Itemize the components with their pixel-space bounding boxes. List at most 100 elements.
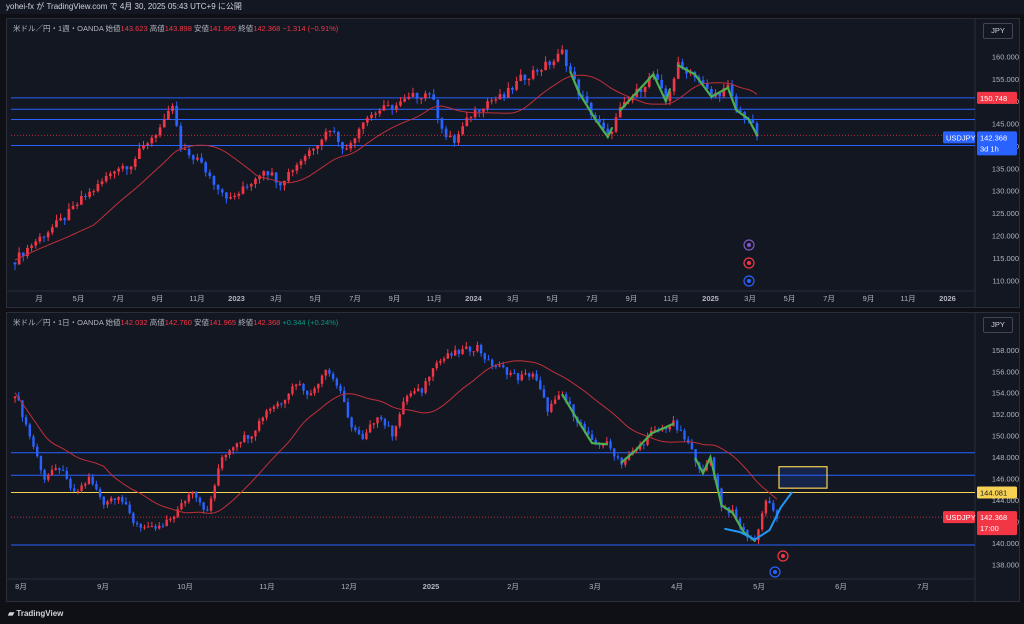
candle-body [72,488,76,492]
candle-body [581,95,585,97]
candle-body [202,502,205,510]
candle-body [587,431,590,435]
candle-body [307,150,311,157]
time-tick-label: 9月 [389,294,401,303]
symbol-tag-bg [943,131,975,144]
candle-body [681,61,684,68]
candle-body [58,468,61,471]
candle-body [614,117,618,132]
candle-body [672,78,676,92]
candle-body [79,196,83,205]
candle-body [34,241,38,246]
candle-body [228,450,231,455]
candle-body [382,105,386,111]
candle-body [546,397,549,412]
candle-body [354,427,357,431]
candle-body [139,524,142,528]
candle-body [639,88,643,92]
candle-body [287,393,290,400]
candle-body [357,430,361,434]
candle-body [200,157,203,163]
japan-flag-event-icon-dot [781,554,785,558]
candle-body [274,172,278,183]
candles-group [13,341,779,545]
price-tick-label: 158.000 [992,346,1019,355]
candle-body [560,49,564,54]
candle-body [726,84,730,89]
candle-body [564,394,568,402]
time-tick-label: 11月 [426,294,441,303]
time-tick-label: 10月 [177,582,193,591]
candle-body [246,435,250,439]
candle-body [133,158,137,167]
candle-body [88,191,91,197]
candle-body [63,218,67,221]
candle-body [378,110,382,114]
candle-body [13,396,17,399]
candle-body [552,61,556,66]
tradingview-logo[interactable]: ▰ TradingView [8,609,64,618]
time-tick-label: 月 [35,294,43,303]
weekly-chart-pane[interactable]: 米ドル／円・1週・OANDA 始値143.623 高値143.898 安値141… [6,18,1020,308]
candle-body [172,516,176,520]
candle-body [440,118,444,129]
weekly-currency-button[interactable]: JPY [983,23,1013,39]
candle-body [568,401,572,405]
candle-body [198,497,202,503]
last-price-tag-bg [977,511,1017,536]
candle-body [482,108,485,112]
candle-body [26,247,29,257]
candle-body [524,373,527,375]
candle-body [679,430,683,432]
candle-body [757,529,760,541]
candle-body [511,87,514,90]
candle-body [309,393,313,395]
candle-body [539,380,542,390]
candle-body [339,385,342,391]
time-tick-label: 3月 [270,294,282,303]
lightning-event-icon-dot [747,243,751,247]
candle-body [65,470,68,479]
daily-currency-button[interactable]: JPY [983,317,1013,333]
time-tick-label: 5月 [310,294,322,303]
publish-header: yohei-fx が TradingView.com で 4月 30, 2025… [0,0,1024,14]
candle-body [80,485,83,492]
daily-chart-pane[interactable]: 米ドル／円・1日・OANDA 始値142.032 高値142.760 安値141… [6,312,1020,602]
candle-body [553,399,557,404]
candle-body [701,80,705,84]
candle-body [473,110,477,118]
candle-body [249,184,253,187]
last-price-tag-text: 3d 1h [980,144,999,153]
candle-body [372,423,376,425]
candle-body [718,92,722,97]
candle-body [505,367,509,375]
candle-body [720,488,723,508]
candle-body [664,88,668,102]
candle-body [161,525,165,527]
time-tick-label: 5月 [784,294,796,303]
candle-body [365,432,368,440]
candle-body [498,94,502,100]
candle-body [601,445,605,447]
blue-projection-curve [724,491,793,541]
candle-body [109,498,113,502]
candle-body [32,436,35,447]
candle-body [30,245,33,248]
candle-body [216,184,220,190]
candle-body [386,105,390,107]
candle-body [69,478,72,489]
price-tick-label: 160.000 [992,52,1019,61]
time-tick-label: 11月 [663,294,678,303]
weekly-chart-canvas[interactable]: 160.000155.000150.000145.000140.000135.0… [7,19,1019,307]
candle-body [59,218,62,221]
candle-body [419,98,423,100]
candle-body [487,359,490,361]
candle-body [764,500,768,514]
candle-body [187,148,191,156]
daily-chart-canvas[interactable]: 158.000 156.000 154.000 152.000 150.000 148.0… [7,313,1019,601]
price-tick-label: 125.000 [992,209,1019,218]
green-wave-curve [620,422,675,464]
last-price-tag-text: 142.368 [980,133,1007,142]
candle-body [165,519,168,527]
candle-body [237,193,241,196]
